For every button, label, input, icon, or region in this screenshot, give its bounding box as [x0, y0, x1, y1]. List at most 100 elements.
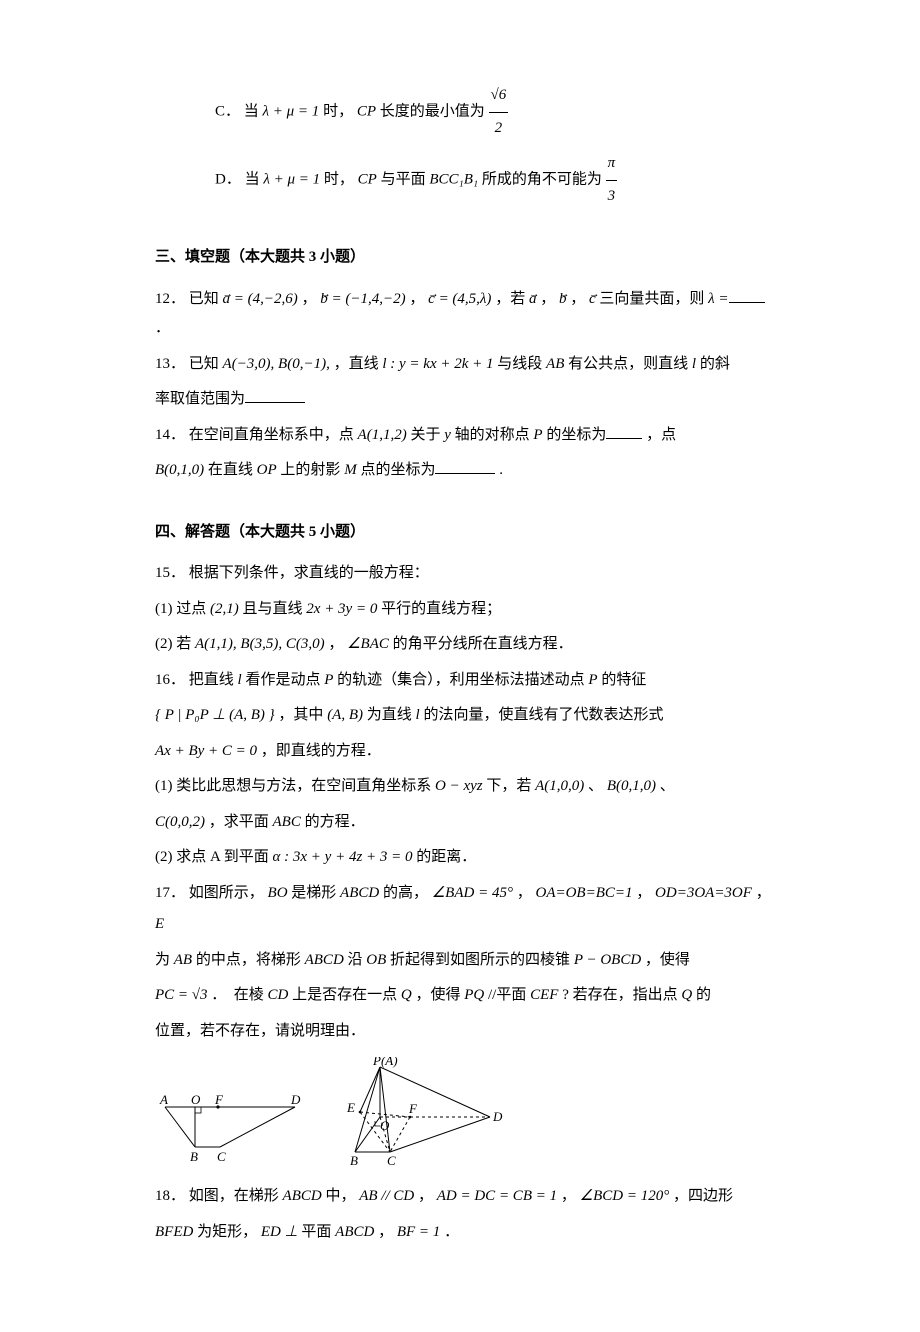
- q16-s2b: 为直线: [367, 707, 412, 723]
- q14-m3: 的坐标为: [546, 427, 606, 443]
- q14-blank1: [606, 421, 642, 439]
- q13-m3: 的斜: [700, 356, 730, 372]
- q17-l3b: ． 在棱: [211, 987, 264, 1003]
- option-d-eq: λ + μ = 1: [263, 171, 320, 187]
- q17-eqs2: OD=3OA=3OF: [655, 885, 752, 901]
- q13-pre: 已知: [189, 356, 219, 372]
- q16-l: l: [238, 672, 242, 688]
- q16-s2c: 的法向量，使直线有了代数表达形式: [423, 707, 663, 723]
- q15-p1b: 且与直线: [243, 601, 303, 617]
- q18-ABCD2: ABCD: [335, 1224, 374, 1240]
- q18-num: 18．: [155, 1188, 185, 1204]
- question-18: 18． 如图，在梯形 ABCD 中， AB // CD ， AD = DC = …: [155, 1181, 772, 1213]
- q18-l2b: 为矩形，: [197, 1224, 257, 1240]
- q16-p2b: 的距离．: [416, 849, 476, 865]
- q14-num: 14．: [155, 427, 185, 443]
- q16-part1: (1) 类比此思想与方法，在空间直角坐标系 O − xyz 下，若 A(1,0,…: [155, 771, 772, 803]
- q17-E: E: [155, 916, 164, 932]
- q17-Q2: Q: [681, 987, 692, 1003]
- option-c-mid2: 长度的最小值为: [380, 103, 485, 119]
- option-d-label: D．: [215, 171, 241, 187]
- q16-set: { P | P₀P ⊥ (A, B) } ，其中 (A, B) 为直线 l 的法…: [155, 700, 772, 732]
- q17-s1b: 是梯形: [291, 885, 336, 901]
- figR-O: O: [380, 1118, 390, 1133]
- q18-ED: ED ⊥: [261, 1224, 298, 1240]
- q15-stem: 根据下列条件，求直线的一般方程：: [189, 565, 429, 581]
- q17-l3d: ，使得: [416, 987, 461, 1003]
- q12-c4: ，: [540, 291, 555, 307]
- q16-p2l: (2): [155, 849, 173, 865]
- q16-s3a: ，即直线的方程．: [261, 743, 381, 759]
- q12-dot: ．: [155, 313, 772, 345]
- figL-F: F: [214, 1092, 224, 1107]
- q16-p1l: (1): [155, 778, 173, 794]
- q13-l: l : y = kx + 2k + 1: [382, 356, 493, 372]
- q16-num: 16．: [155, 672, 185, 688]
- q17-ABCD2: ABCD: [305, 952, 344, 968]
- q15-p2a: 若: [176, 636, 191, 652]
- q16-alpha: α : 3x + y + 4z + 3 = 0: [273, 849, 413, 865]
- q14-M: M: [344, 462, 357, 478]
- q16-eqline: Ax + By + C = 0 ，即直线的方程．: [155, 736, 772, 768]
- figL-A: A: [159, 1092, 168, 1107]
- q17-CD: CD: [268, 987, 289, 1003]
- q12-c1: ，: [302, 291, 317, 307]
- q14-m1: 关于: [410, 427, 440, 443]
- figR-B: B: [350, 1153, 358, 1167]
- q17-figure-right: P(A) E O F D B C: [325, 1057, 505, 1167]
- q18-l2d: 平面: [301, 1224, 331, 1240]
- q15-part1: (1) 过点 (2,1) 且与直线 2x + 3y = 0 平行的直线方程；: [155, 594, 772, 626]
- q12-c5: ，: [570, 291, 585, 307]
- q14-P: P: [533, 427, 542, 443]
- q16-B: B(0,1,0): [607, 778, 656, 794]
- q17-line4: 位置，若不存在，请说明理由．: [155, 1016, 772, 1048]
- q13-pts: A(−3,0), B(0,−1),: [223, 356, 330, 372]
- q18-s1d: ，: [561, 1188, 576, 1204]
- q17-l2e: ，使得: [645, 952, 690, 968]
- q15-part2: (2) 若 A(1,1), B(3,5), C(3,0) ， ∠BAC 的角平分…: [155, 629, 772, 661]
- q16-P2: P: [588, 672, 597, 688]
- q14-B: B(0,1,0): [155, 462, 204, 478]
- q14-l2c: 上的射影: [280, 462, 340, 478]
- q15-p2b: ，: [328, 636, 343, 652]
- q16-p1e: ，求平面: [209, 814, 269, 830]
- q17-s1e: ，: [636, 885, 651, 901]
- q15-p2c: 的角平分线所在直线方程．: [393, 636, 573, 652]
- q16-p2a: 求点 A 到平面: [176, 849, 269, 865]
- q13-line2: 率取值范围为: [155, 384, 772, 416]
- page: C． 当 λ + μ = 1 时， CP 长度的最小值为 √6 2 D． 当 λ…: [0, 0, 920, 1332]
- q12-b: b = (−1,4,−2): [320, 291, 405, 307]
- q17-s1d: ，: [517, 885, 532, 901]
- q12-pre: 已知: [189, 291, 219, 307]
- q18-l2e: ，: [378, 1224, 393, 1240]
- q13-m2: 有公共点，则直线: [568, 356, 688, 372]
- q16-s1b: 看作是动点: [245, 672, 320, 688]
- q15-p1pt: (2,1): [210, 601, 239, 617]
- q17-s1a: 如图所示，: [189, 885, 264, 901]
- q17-BO: BO: [268, 885, 288, 901]
- q15-p2ang: ∠BAC: [347, 636, 389, 652]
- q18-s1c: ，: [418, 1188, 433, 1204]
- q17-PC: PC = √3: [155, 987, 208, 1003]
- q17-PQ: PQ: [464, 987, 484, 1003]
- q15-p1a: 过点: [176, 601, 206, 617]
- q17-l2a: 为: [155, 952, 170, 968]
- option-d-mid2: 与平面: [381, 171, 426, 187]
- option-d-seg: CP: [358, 171, 377, 187]
- option-d: D． 当 λ + μ = 1 时， CP 与平面 BCC₁B₁ 所成的角不可能为…: [155, 148, 772, 212]
- q12-a: a = (4,−2,6): [223, 291, 298, 307]
- q18-BF: BF = 1: [397, 1224, 440, 1240]
- q13-l2: 率取值范围为: [155, 391, 245, 407]
- question-15: 15． 根据下列条件，求直线的一般方程：: [155, 558, 772, 590]
- q18-BFED: BFED: [155, 1224, 193, 1240]
- q15-p1l: (1): [155, 601, 173, 617]
- q18-s1a: 如图，在梯形: [189, 1188, 279, 1204]
- q17-l3e: //平面: [488, 987, 526, 1003]
- q16-p1d: 、: [660, 778, 675, 794]
- option-c-pre: 当: [244, 103, 259, 119]
- option-d-mid1: 时，: [324, 171, 354, 187]
- q13-lv: l: [692, 356, 696, 372]
- q16-C: C(0,0,2): [155, 814, 205, 830]
- q17-s1f: ，: [756, 885, 771, 901]
- q14-m2: 轴的对称点: [455, 427, 530, 443]
